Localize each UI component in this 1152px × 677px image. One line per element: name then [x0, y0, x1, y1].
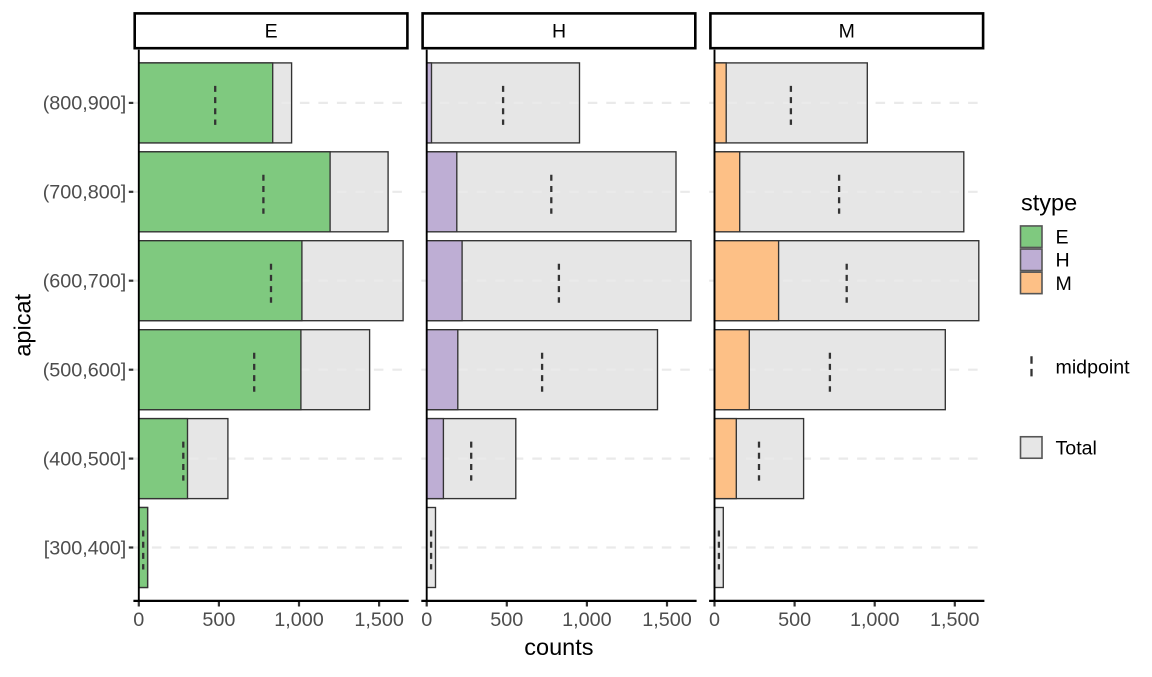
- svg-text:H: H: [552, 21, 566, 43]
- svg-text:stype: stype: [1021, 190, 1077, 216]
- svg-text:1,000: 1,000: [274, 609, 324, 631]
- svg-text:500: 500: [778, 609, 811, 631]
- svg-text:counts: counts: [524, 634, 593, 660]
- svg-text:1,500: 1,500: [930, 609, 980, 631]
- svg-text:(700,800]: (700,800]: [43, 182, 127, 204]
- svg-text:0: 0: [133, 609, 144, 631]
- svg-text:midpoint: midpoint: [1056, 356, 1131, 378]
- svg-text:H: H: [1056, 250, 1070, 272]
- svg-text:Total: Total: [1056, 437, 1097, 459]
- svg-text:E: E: [265, 21, 278, 43]
- svg-text:(500,600]: (500,600]: [43, 360, 127, 382]
- svg-text:1,000: 1,000: [850, 609, 900, 631]
- svg-text:(400,500]: (400,500]: [43, 448, 127, 470]
- svg-text:[300,400]: [300,400]: [44, 537, 127, 559]
- svg-text:E: E: [1056, 227, 1069, 249]
- svg-text:0: 0: [709, 609, 720, 631]
- svg-text:(600,700]: (600,700]: [43, 271, 127, 293]
- svg-text:(800,900]: (800,900]: [43, 93, 127, 115]
- svg-text:500: 500: [202, 609, 235, 631]
- svg-text:1,500: 1,500: [354, 609, 404, 631]
- svg-text:M: M: [1056, 273, 1072, 295]
- svg-text:M: M: [839, 21, 855, 43]
- svg-text:1,000: 1,000: [562, 609, 612, 631]
- svg-text:500: 500: [490, 609, 523, 631]
- svg-text:0: 0: [421, 609, 432, 631]
- svg-text:1,500: 1,500: [642, 609, 692, 631]
- svg-text:apicat: apicat: [10, 293, 36, 356]
